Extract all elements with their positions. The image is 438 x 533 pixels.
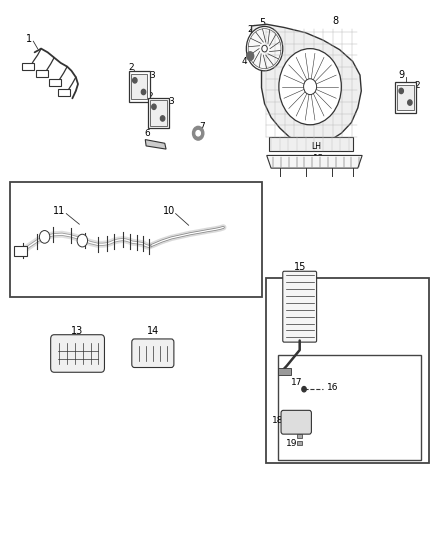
Text: 3: 3 [150,70,155,79]
Bar [297,441,302,445]
Circle shape [408,100,412,105]
Circle shape [39,231,50,243]
Circle shape [262,45,267,52]
Circle shape [279,49,341,125]
Text: 2: 2 [129,63,134,72]
Circle shape [141,90,146,95]
Text: 8: 8 [332,15,338,26]
Bar [129,71,150,102]
Bar [10,182,262,297]
FancyBboxPatch shape [281,410,311,434]
Bar [395,82,416,112]
Polygon shape [267,156,362,168]
Text: 14: 14 [146,326,159,336]
FancyBboxPatch shape [51,335,105,372]
Circle shape [77,234,88,247]
Text: 15: 15 [293,262,306,271]
Bar [148,98,169,128]
Text: 18: 18 [272,416,284,425]
Circle shape [246,27,283,71]
Polygon shape [145,140,166,149]
Text: 19: 19 [286,439,298,448]
Bar [397,85,414,110]
Circle shape [133,78,137,83]
Text: 11: 11 [53,206,65,216]
Circle shape [304,79,317,95]
Bar [36,70,48,77]
Text: 3: 3 [168,97,174,106]
Polygon shape [251,25,361,144]
Circle shape [247,52,254,60]
Text: 13: 13 [71,326,84,336]
Text: LH: LH [311,142,321,151]
FancyBboxPatch shape [132,339,174,368]
Circle shape [160,116,165,121]
Text: 6: 6 [144,129,150,138]
Bar [49,79,61,86]
Text: 9: 9 [398,70,404,80]
Text: 10: 10 [163,206,175,216]
Bar [278,355,421,459]
Text: 17: 17 [290,378,302,387]
Text: 12: 12 [313,154,325,163]
Polygon shape [269,137,353,151]
Circle shape [399,88,403,94]
Bar [21,63,34,70]
Bar [150,100,166,126]
Circle shape [302,386,306,392]
Circle shape [193,126,204,140]
Text: 1: 1 [26,34,32,44]
Text: 7: 7 [200,122,205,131]
Text: 16: 16 [327,383,338,392]
Text: 2: 2 [247,25,253,34]
FancyBboxPatch shape [283,271,317,342]
Bar [278,368,291,375]
Text: 4: 4 [241,58,247,66]
Bar [297,434,302,438]
Bar [131,74,148,99]
Circle shape [152,104,156,109]
Text: 2: 2 [148,92,153,101]
Text: 2: 2 [414,81,420,90]
Bar [14,246,27,256]
Bar [58,90,70,96]
Circle shape [196,131,200,136]
Text: 5: 5 [259,18,265,28]
Bar [266,278,428,463]
